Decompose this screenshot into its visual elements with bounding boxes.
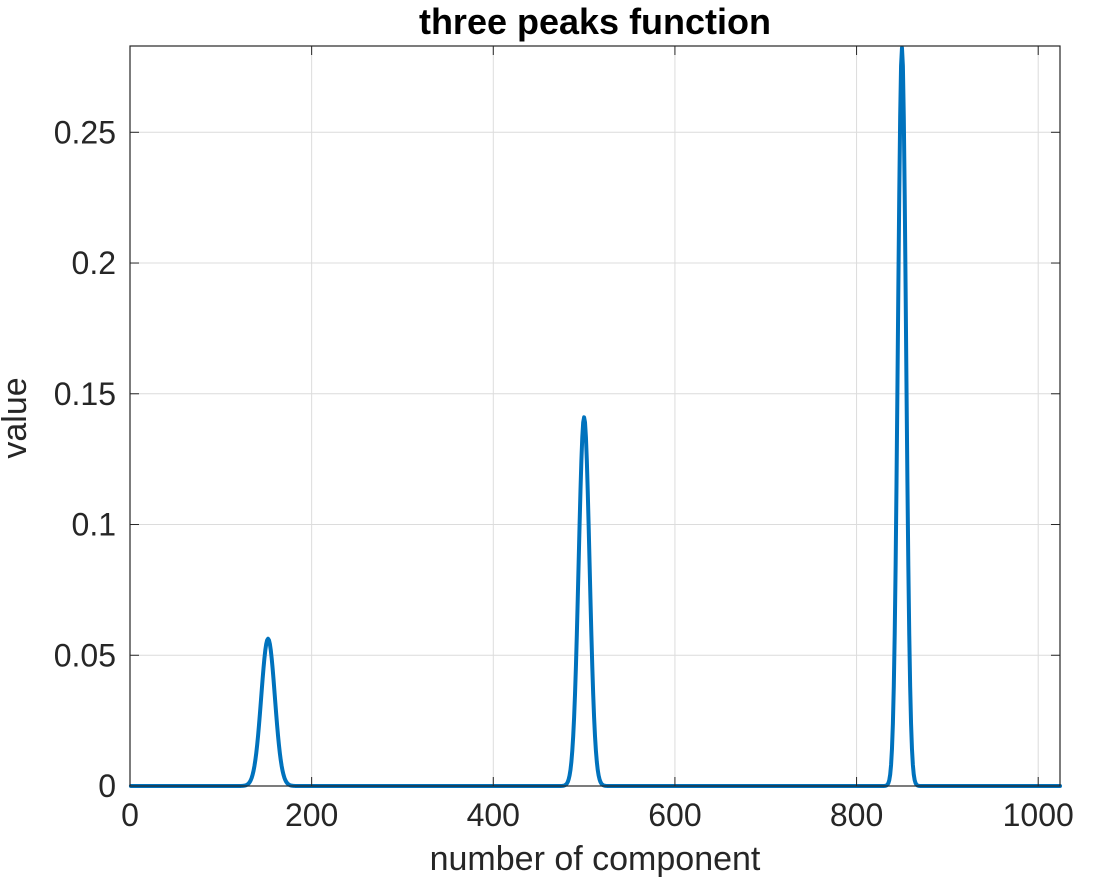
y-axis-label: value <box>0 377 34 458</box>
x-tick-label: 800 <box>830 797 883 833</box>
axis-ticks <box>129 46 1060 787</box>
x-tick-label: 200 <box>285 797 338 833</box>
x-tick-label: 600 <box>648 797 701 833</box>
y-tick-label: 0.05 <box>54 637 116 673</box>
y-tick-label: 0.25 <box>54 114 116 150</box>
y-tick-label: 0.15 <box>54 376 116 412</box>
axis-tick-labels: 0 200 400 600 800 1000 0 0.05 0.1 0.15 0.2 0.25 <box>54 114 1074 833</box>
chart-title: three peaks function <box>419 1 771 42</box>
y-tick-label: 0.2 <box>72 245 116 281</box>
series-line <box>128 45 1062 788</box>
plot-series <box>128 45 1062 788</box>
y-tick-label: 0.1 <box>72 507 116 543</box>
axes-box <box>129 45 1061 787</box>
x-tick-label: 400 <box>467 797 520 833</box>
y-tick-label: 0 <box>98 768 116 804</box>
x-tick-label: 0 <box>121 797 139 833</box>
x-axis-label: number of component <box>430 840 761 878</box>
x-tick-label: 1000 <box>1003 797 1074 833</box>
